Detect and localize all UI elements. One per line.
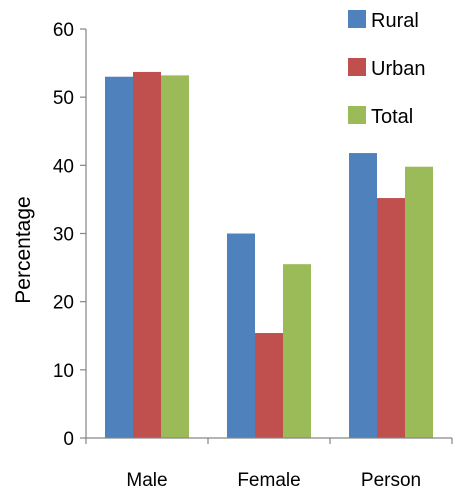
legend-label-total: Total — [371, 106, 413, 128]
legend-swatch-total — [348, 106, 366, 124]
y-tick-label: 30 — [53, 225, 74, 246]
legend: Rural Urban Total — [348, 10, 425, 128]
y-tick-label: 20 — [53, 293, 74, 314]
bar-total-female — [283, 264, 311, 438]
bar-urban-female — [255, 333, 283, 438]
legend-swatch-rural — [348, 10, 366, 28]
y-axis-title: Percentage — [12, 196, 35, 303]
x-category-label: Female — [237, 470, 300, 490]
x-category-label: Male — [126, 470, 167, 490]
y-tick-label: 10 — [53, 361, 74, 382]
bar-total-male — [161, 75, 189, 438]
y-tick-label: 60 — [53, 20, 74, 41]
legend-swatch-urban — [348, 58, 366, 76]
bar-rural-person — [349, 153, 377, 438]
bar-rural-female — [227, 233, 255, 438]
legend-label-rural: Rural — [371, 10, 419, 32]
bar-total-person — [405, 166, 433, 439]
bar-urban-person — [377, 198, 405, 438]
bar-rural-male — [105, 76, 133, 438]
y-tick-label: 0 — [63, 429, 74, 450]
x-ticks-group: Male Female Person — [85, 438, 453, 490]
y-tick-label: 40 — [53, 156, 74, 177]
bar-urban-male — [133, 71, 161, 438]
y-ticks-group: 0 10 20 30 40 50 60 — [53, 20, 86, 450]
x-category-label: Person — [361, 470, 421, 490]
y-tick-label: 50 — [53, 88, 74, 109]
legend-label-urban: Urban — [371, 58, 425, 80]
bars-group — [105, 71, 433, 439]
